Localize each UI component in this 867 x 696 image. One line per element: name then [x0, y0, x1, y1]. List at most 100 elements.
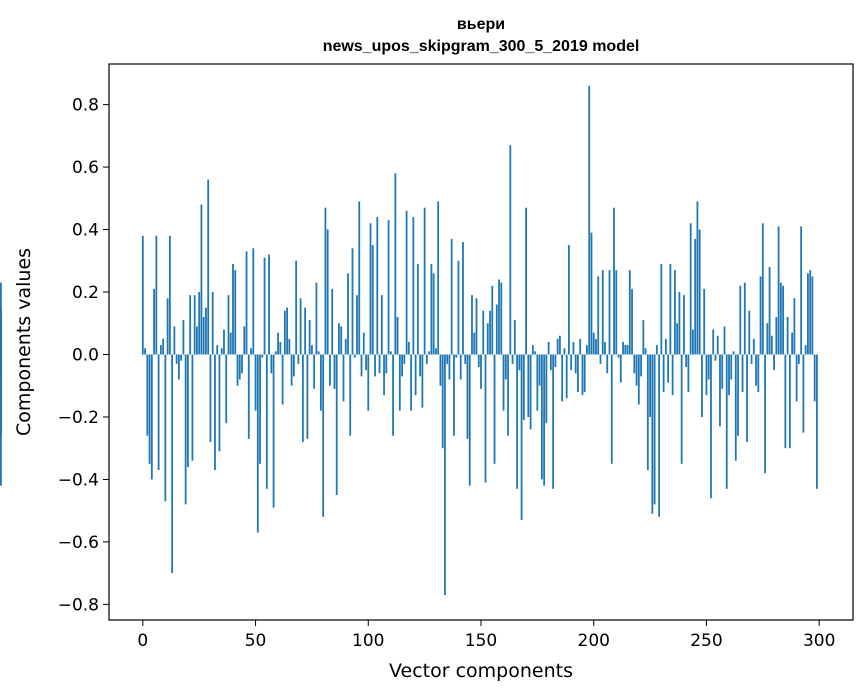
- bar-32: [214, 354, 216, 471]
- bar-90: [344, 338, 347, 355]
- bar-162: [507, 354, 509, 436]
- bar-116: [403, 354, 406, 364]
- bar-97: [360, 354, 363, 377]
- bar-154: [489, 310, 491, 355]
- bar-251: [707, 354, 710, 380]
- bar-47: [247, 354, 250, 439]
- bar-189: [568, 245, 570, 355]
- bar-31: [211, 292, 214, 355]
- bar-35: [220, 348, 223, 355]
- bar-55: [265, 354, 268, 489]
- bar-7: [157, 354, 160, 471]
- bar-99: [365, 354, 367, 371]
- bar-247: [698, 229, 701, 355]
- bar-113: [396, 317, 399, 355]
- bar-158: [498, 279, 500, 355]
- bar-211: [617, 354, 620, 358]
- bar-82: [326, 229, 329, 355]
- bar-135: [446, 354, 449, 364]
- bar-214: [624, 345, 627, 355]
- x-tick-label: 150: [465, 631, 497, 651]
- bar-167: [518, 354, 521, 371]
- bar-114: [398, 354, 401, 411]
- bar-140: [457, 260, 460, 355]
- y-tick-label: −0.4: [58, 470, 99, 490]
- bar-185: [559, 335, 561, 355]
- bar-178: [543, 354, 546, 486]
- bar-190: [570, 354, 573, 371]
- bar-217: [631, 288, 633, 355]
- bar-9: [162, 338, 165, 355]
- bar-231: [662, 354, 665, 392]
- bar-152: [484, 354, 487, 483]
- bar-279: [770, 335, 773, 355]
- bar-201: [595, 338, 597, 355]
- bar-79: [320, 354, 322, 411]
- bar-107: [383, 354, 385, 396]
- bar-21: [189, 295, 192, 355]
- bar-121: [414, 354, 417, 396]
- bar-30: [209, 354, 212, 442]
- bar-155: [491, 285, 494, 355]
- bar-65: [288, 338, 291, 355]
- bar-181: [549, 354, 552, 371]
- bar-177: [540, 354, 543, 480]
- bar-286: [786, 317, 789, 355]
- bar-91: [347, 273, 349, 355]
- bar-228: [655, 345, 658, 355]
- bar-212: [619, 354, 622, 383]
- bar-249: [703, 288, 706, 355]
- bar-108: [385, 354, 388, 374]
- bar-245: [694, 238, 697, 355]
- bar-104: [376, 217, 379, 355]
- bar-188: [565, 354, 568, 399]
- bar-70: [299, 298, 302, 355]
- bar-235: [671, 354, 674, 396]
- y-tick-label: −0.8: [58, 595, 99, 615]
- bar-4: [150, 354, 153, 480]
- bar-262: [732, 351, 735, 355]
- x-tick-label: 100: [352, 631, 384, 651]
- bar-115: [401, 354, 403, 377]
- bar-124: [421, 354, 424, 408]
- chart-subtitle: news_upos_skipgram_300_5_2019 model: [323, 38, 640, 55]
- bar-103: [374, 354, 376, 377]
- bar-10: [164, 354, 167, 502]
- bar-253: [712, 329, 715, 355]
- bar-146: [471, 295, 473, 355]
- bar-210: [615, 270, 618, 355]
- bar-166: [516, 354, 518, 489]
- bar-28: [205, 307, 207, 355]
- bar-40: [232, 263, 234, 355]
- bar-265: [739, 285, 742, 355]
- bar-41: [234, 270, 237, 355]
- y-tick-label: −0.6: [58, 533, 99, 553]
- bar-undefined: [0, 320, 2, 355]
- bar-128: [430, 263, 433, 355]
- bar-120: [412, 217, 415, 355]
- bar-141: [459, 354, 462, 380]
- bar-226: [651, 354, 654, 514]
- bar-16: [177, 354, 180, 380]
- bar-294: [804, 345, 807, 355]
- bar-227: [653, 354, 656, 505]
- bar-296: [809, 270, 812, 355]
- bar-147: [473, 332, 476, 355]
- bar-256: [719, 354, 721, 427]
- y-tick-label: 0.6: [72, 158, 99, 178]
- bar-117: [405, 210, 408, 355]
- bar-66: [290, 354, 293, 386]
- bar-224: [646, 354, 649, 471]
- bar-238: [678, 292, 681, 355]
- bar-136: [448, 354, 451, 380]
- bar-102: [371, 245, 374, 355]
- bar-46: [245, 251, 248, 355]
- bar-157: [495, 304, 498, 355]
- bar-127: [428, 351, 431, 355]
- bar-196: [583, 354, 586, 392]
- y-tick-label: −0.2: [58, 408, 99, 428]
- bar-255: [716, 335, 719, 355]
- bar-53: [261, 354, 264, 358]
- bar-203: [599, 354, 602, 364]
- bar-219: [635, 354, 638, 386]
